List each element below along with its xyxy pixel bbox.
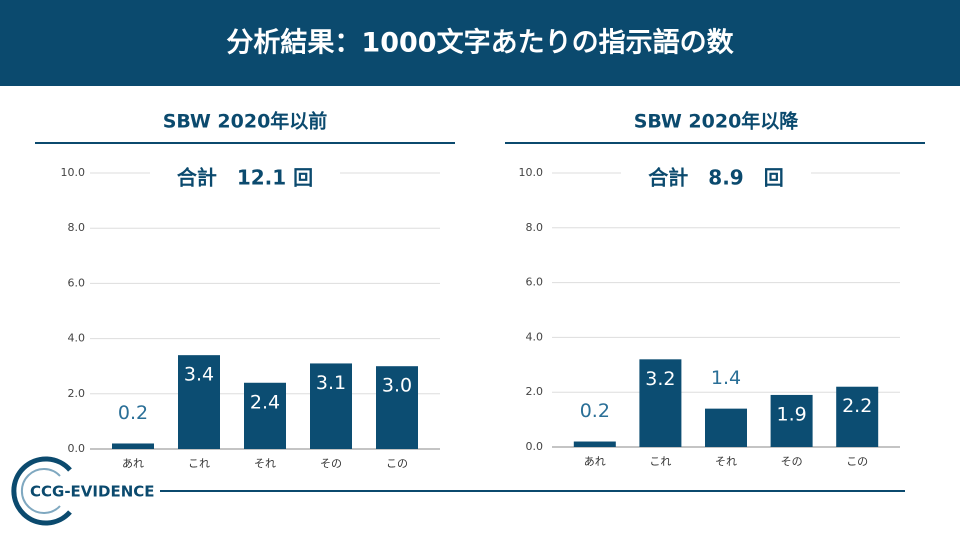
data-label: 1.9 <box>776 403 806 425</box>
bar <box>705 408 747 447</box>
logo-arc <box>11 456 72 526</box>
y-tick-label: 4.0 <box>68 332 86 345</box>
chart-subtitle: 合計 8.9 回 <box>648 166 783 190</box>
data-label: 0.2 <box>118 402 148 424</box>
header-bar <box>0 0 960 86</box>
x-tick-label: あれ <box>122 457 144 470</box>
x-tick-label: それ <box>254 457 276 470</box>
x-tick-label: それ <box>715 455 737 468</box>
x-tick-label: この <box>846 455 868 468</box>
bar <box>310 363 352 449</box>
chart-subtitle: 合計 12.1 回 <box>177 166 313 190</box>
y-tick-label: 10.0 <box>519 166 544 179</box>
y-tick-label: 2.0 <box>526 385 544 398</box>
x-tick-label: その <box>320 457 342 470</box>
bar <box>770 394 813 447</box>
y-tick-label: 0.0 <box>526 440 544 453</box>
data-label: 3.2 <box>645 368 675 390</box>
y-tick-label: 8.0 <box>526 221 544 234</box>
y-tick-label: 0.0 <box>68 442 86 455</box>
y-tick-label: 8.0 <box>68 221 86 234</box>
chart-title: SBW 2020年以降 <box>634 110 800 133</box>
y-tick-label: 6.0 <box>526 276 544 289</box>
data-label: 1.4 <box>711 367 741 389</box>
x-tick-label: これ <box>649 455 671 468</box>
logo-arc <box>20 468 61 514</box>
x-tick-label: この <box>386 457 408 470</box>
y-tick-label: 6.0 <box>68 276 86 289</box>
data-label: 2.4 <box>250 391 280 413</box>
bar <box>112 443 154 449</box>
bar <box>639 359 682 447</box>
x-tick-label: これ <box>188 457 210 470</box>
bar <box>836 386 879 447</box>
data-label: 0.2 <box>580 400 610 422</box>
y-tick-label: 10.0 <box>61 166 86 179</box>
subtitle-bg <box>621 163 811 193</box>
subtitle-bg <box>150 163 340 193</box>
bar <box>178 355 220 449</box>
data-label: 3.1 <box>316 372 346 394</box>
chart-title: SBW 2020年以前 <box>163 110 328 133</box>
y-tick-label: 4.0 <box>526 330 544 343</box>
data-label: 3.0 <box>382 375 412 397</box>
bar <box>573 441 616 447</box>
slide-title: 分析結果：1000文字あたりの指示語の数 <box>226 27 734 59</box>
bar <box>244 382 286 449</box>
x-tick-label: あれ <box>584 455 606 468</box>
x-tick-label: その <box>781 455 803 468</box>
y-tick-label: 2.0 <box>68 387 86 400</box>
logo-text: CCG-EVIDENCE <box>30 483 155 501</box>
data-label: 3.4 <box>184 364 214 386</box>
data-label: 2.2 <box>842 395 872 417</box>
bar <box>376 366 418 449</box>
